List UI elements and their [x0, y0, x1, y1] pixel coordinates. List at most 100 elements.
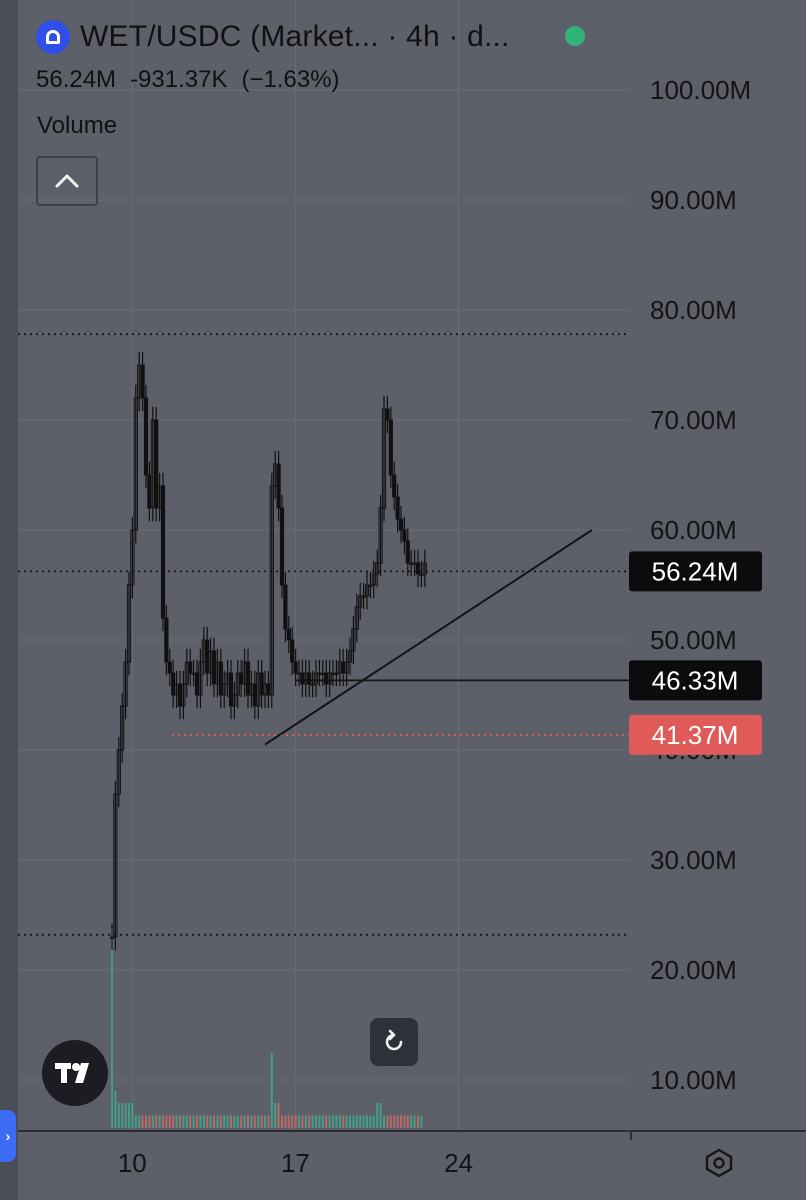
volume-bar	[240, 1115, 243, 1128]
candle-body	[188, 661, 193, 674]
volume-bar	[165, 1115, 168, 1128]
volume-bar	[396, 1115, 399, 1128]
candle-body	[130, 529, 135, 586]
x-tick-label: 17	[281, 1148, 310, 1178]
volume-bar	[291, 1115, 294, 1128]
volume-bar	[117, 1103, 120, 1128]
volume-indicator-label[interactable]: Volume	[37, 112, 118, 139]
candle-body	[344, 661, 349, 674]
quote-row: 56.24M -931.37K (−1.63%)	[36, 66, 340, 94]
volume-bar	[158, 1115, 161, 1128]
volume-bar	[121, 1103, 124, 1128]
volume-bar	[369, 1115, 372, 1128]
volume-bar	[141, 1115, 144, 1128]
candle-body	[232, 694, 237, 707]
y-tick-label: 10.00M	[650, 1065, 737, 1095]
volume-bar	[131, 1103, 134, 1128]
volume-bar	[325, 1115, 328, 1128]
candle-body	[276, 463, 281, 509]
volume-bar	[321, 1115, 324, 1128]
volume-bar	[335, 1115, 338, 1128]
candle-body	[269, 485, 274, 696]
y-tick-label: 20.00M	[650, 955, 737, 985]
candle-body	[123, 661, 128, 707]
volume-bar	[311, 1115, 314, 1128]
collapse-indicators-button[interactable]	[36, 156, 98, 206]
volume-bar	[400, 1115, 402, 1128]
candle-body	[286, 628, 291, 641]
volume-bar	[226, 1115, 229, 1128]
candle-body	[375, 562, 380, 575]
volume-bar	[383, 1115, 385, 1128]
price-badge-1	[629, 551, 762, 592]
volume-bar	[284, 1115, 287, 1128]
volume-bar	[328, 1115, 331, 1128]
candle-body	[266, 683, 271, 696]
volume-bar	[359, 1115, 362, 1128]
volume-bar	[134, 1115, 137, 1128]
volume-bar	[298, 1115, 300, 1128]
volume-bar	[294, 1115, 297, 1128]
volume-bar	[264, 1115, 266, 1128]
candle-body	[361, 595, 366, 598]
volume-bar	[219, 1115, 222, 1128]
volume-bar	[233, 1115, 236, 1128]
candle-body	[143, 397, 149, 476]
reset-chart-button[interactable]	[370, 1018, 418, 1066]
volume-bar	[281, 1115, 283, 1128]
volume-bar	[253, 1115, 256, 1128]
volume-bar	[206, 1115, 209, 1128]
symbol-title[interactable]: WET/USDC (Market... · 4h · d...	[80, 20, 510, 53]
candle-body	[126, 584, 132, 663]
tradingview-logo-icon[interactable]	[42, 1040, 108, 1106]
candle-body	[154, 419, 159, 509]
candle-body	[109, 936, 115, 939]
volume-bar	[315, 1115, 317, 1128]
candle-body	[402, 529, 407, 542]
price-badge-label: 56.24M	[652, 556, 739, 586]
chevron-up-icon	[55, 174, 79, 188]
candle-body	[368, 584, 373, 587]
volume-bar	[196, 1115, 198, 1128]
volume-bar	[301, 1115, 304, 1128]
candle-body	[222, 683, 227, 696]
grid-lines	[18, 0, 630, 1130]
volume-bar	[338, 1115, 341, 1128]
volume-bar	[223, 1115, 226, 1128]
candle-body	[290, 639, 295, 663]
volume-bar	[199, 1115, 202, 1128]
volume-bar	[352, 1115, 355, 1128]
candle-body	[113, 793, 118, 938]
volume-bar	[304, 1115, 307, 1128]
candle-body	[385, 408, 390, 421]
volume-bar	[230, 1115, 232, 1128]
chart-header: WET/USDC (Market... · 4h · d...	[36, 14, 510, 60]
volume-bar	[236, 1115, 239, 1128]
horizontal-lines	[18, 333, 630, 936]
volume-bar	[308, 1115, 311, 1128]
volume-bar	[138, 1115, 141, 1128]
price-badge-label: 41.37M	[652, 720, 739, 750]
time-axis-separator	[18, 1130, 806, 1132]
y-tick-label: 60.00M	[650, 515, 737, 545]
side-panel-tab[interactable]: ›	[0, 1110, 16, 1162]
candle-body	[147, 474, 152, 509]
x-axis-ticks: 10 17 24	[118, 1148, 473, 1178]
candle-body	[327, 672, 332, 685]
y-tick-label: 80.00M	[650, 295, 737, 325]
candle-body	[324, 672, 329, 685]
volume-bar	[124, 1103, 127, 1128]
candle-body	[310, 683, 315, 686]
candle-body	[283, 584, 288, 630]
candle-body	[279, 507, 285, 586]
volume-bar	[202, 1115, 205, 1128]
volume-bar	[243, 1115, 246, 1128]
volume-bar	[260, 1115, 263, 1128]
candle-body	[341, 661, 346, 674]
candle-body	[392, 474, 397, 498]
price-badge-label: 46.33M	[652, 665, 739, 695]
settings-hexagon-icon[interactable]	[702, 1146, 736, 1180]
wet-token-icon	[36, 20, 70, 54]
volume-bar	[410, 1115, 413, 1128]
